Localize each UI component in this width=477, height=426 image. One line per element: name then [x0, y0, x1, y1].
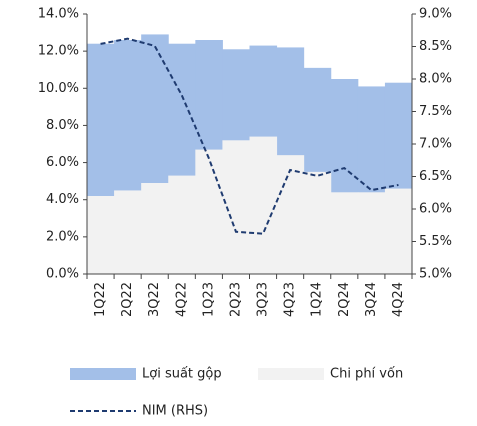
bar [330, 192, 359, 274]
y-tick-label: 10.0% [38, 81, 79, 96]
y2-tick-label: 6.0% [419, 202, 452, 217]
x-tick-label: 3Q23 [256, 282, 271, 317]
legend-swatch [70, 368, 136, 380]
bar [168, 175, 196, 274]
bar [195, 149, 223, 274]
bar [303, 171, 332, 274]
y2-tick-label: 7.5% [419, 104, 452, 119]
y2-tick-label: 9.0% [419, 7, 452, 22]
bar [87, 196, 115, 274]
y-tick-label: 2.0% [46, 229, 79, 244]
y2-tick-label: 5.0% [419, 267, 452, 282]
bar [384, 188, 413, 274]
y2-tick-label: 8.5% [419, 39, 452, 54]
x-tick-label: 4Q23 [283, 282, 298, 317]
x-tick-label: 4Q22 [174, 282, 189, 317]
x-tick-label: 4Q24 [391, 282, 406, 317]
bar [357, 192, 386, 274]
y-tick-label: 0.0% [46, 267, 79, 282]
y2-tick-label: 8.0% [419, 72, 452, 87]
x-tick-label: 3Q22 [147, 282, 162, 317]
y2-tick-label: 5.5% [419, 234, 452, 249]
bar [114, 190, 142, 274]
bar [141, 183, 169, 274]
x-tick-label: 2Q22 [120, 282, 135, 317]
x-tick-label: 1Q23 [201, 282, 216, 317]
legend-label: Lợi suất gộp [142, 367, 222, 382]
x-tick-label: 1Q22 [93, 282, 108, 317]
y2-tick-label: 6.5% [419, 169, 452, 184]
x-tick-label: 1Q24 [310, 282, 325, 317]
y-tick-label: 4.0% [46, 192, 79, 207]
y-tick-label: 12.0% [38, 44, 79, 59]
bar [276, 155, 305, 274]
legend-label: Chi phí vốn [330, 367, 403, 382]
legend-label: NIM (RHS) [142, 404, 208, 419]
y-tick-label: 6.0% [46, 155, 79, 170]
y-tick-label: 14.0% [38, 7, 79, 22]
y2-tick-label: 7.0% [419, 137, 452, 152]
bar [249, 136, 278, 274]
x-tick-label: 3Q24 [364, 282, 379, 317]
legend-swatch [258, 368, 324, 380]
nim-line [100, 37, 399, 235]
x-tick-label: 2Q23 [228, 282, 243, 317]
y-tick-label: 8.0% [46, 118, 79, 133]
x-tick-label: 2Q24 [337, 282, 352, 317]
